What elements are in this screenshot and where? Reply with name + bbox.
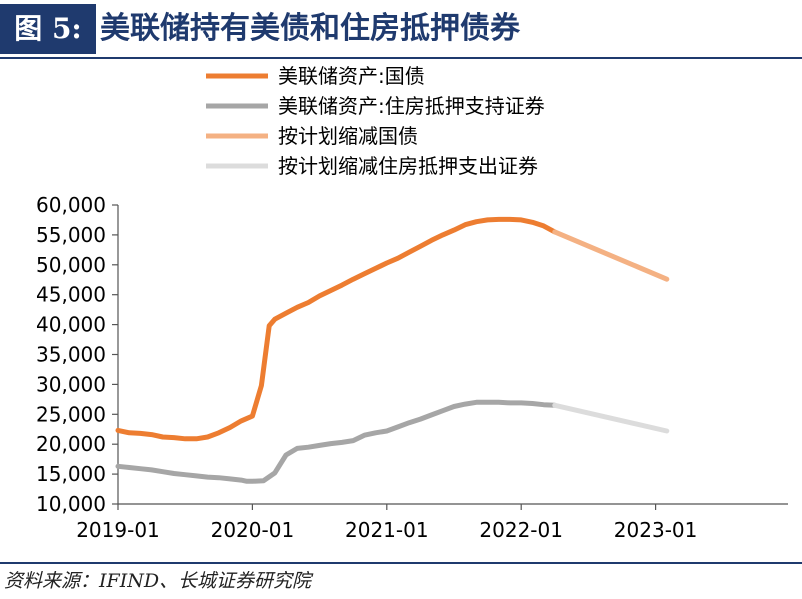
legend-label-2: 美联储资产:住房抵押支持证券 — [278, 94, 545, 118]
legend-label-3: 按计划缩减国债 — [278, 124, 418, 148]
y-tick-label: 50,000 — [36, 253, 106, 277]
legend-label-1: 美联储资产:国债 — [278, 64, 425, 88]
y-tick-label: 35,000 — [36, 343, 106, 367]
series-line-3 — [552, 229, 670, 282]
top-rule — [0, 57, 802, 59]
legend-label-4: 按计划缩减住房抵押支出证券 — [278, 154, 538, 178]
figure-title: 美联储持有美债和住房抵押债券 — [100, 11, 520, 46]
series-line-2 — [115, 399, 558, 484]
y-tick-label: 55,000 — [36, 223, 106, 247]
x-tick-label: 2022-01 — [479, 518, 563, 542]
figure-header: 图 5: 美联储持有美债和住房抵押债券 — [0, 0, 802, 55]
y-tick-label: 40,000 — [36, 313, 106, 337]
x-tick-label: 2020-01 — [211, 518, 295, 542]
y-tick-label: 15,000 — [36, 462, 106, 486]
y-tick-label: 45,000 — [36, 283, 106, 307]
x-tick-label: 2019-01 — [76, 518, 160, 542]
source-note: 资料来源：IFIND、长城证券研究院 — [4, 570, 312, 592]
y-tick-label: 25,000 — [36, 402, 106, 426]
x-tick-label: 2023-01 — [614, 518, 698, 542]
y-tick-label: 60,000 — [36, 193, 106, 217]
series-line-1 — [115, 216, 558, 442]
y-tick-label: 10,000 — [36, 492, 106, 516]
line-chart: 60,000 55,000 50,000 45,000 40,000 35,000 30,0… — [36, 64, 788, 542]
y-tick-label: 20,000 — [36, 432, 106, 456]
figure-label: 图 5: — [0, 4, 96, 54]
x-tick-label: 2021-01 — [345, 518, 429, 542]
series-line-4 — [552, 402, 670, 434]
bottom-rule — [0, 562, 802, 564]
y-tick-label: 30,000 — [36, 372, 106, 396]
